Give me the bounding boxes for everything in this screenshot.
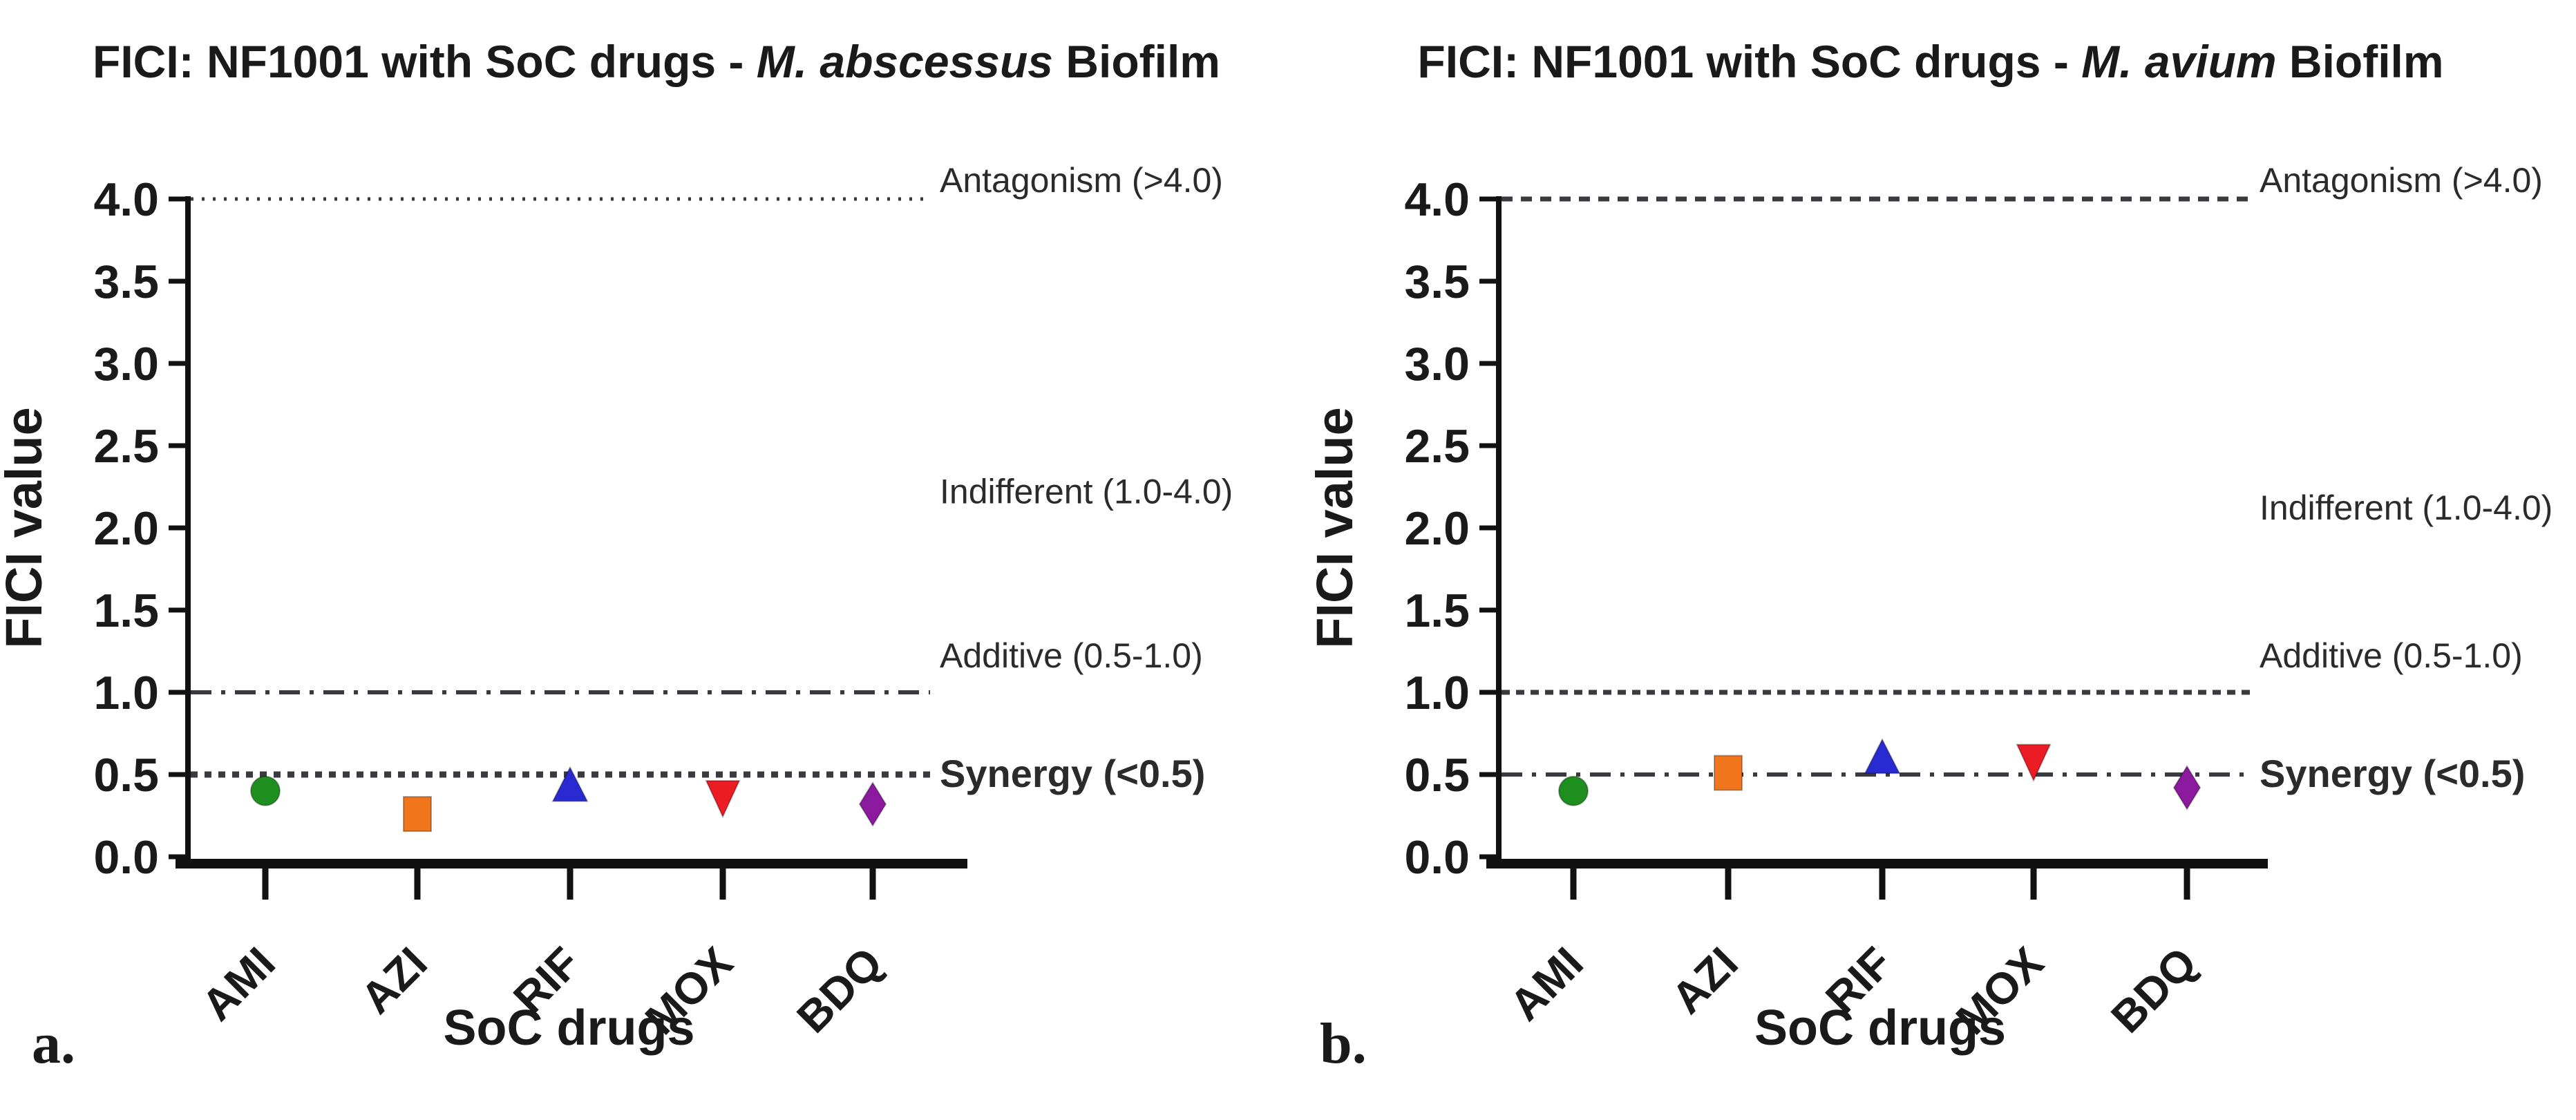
y-tick-label: 1.5 bbox=[93, 585, 159, 637]
y-tick-label: 0.0 bbox=[93, 831, 159, 884]
panel-letter: b. bbox=[1320, 1012, 1367, 1076]
reference-label-4: Antagonism (>4.0) bbox=[2260, 161, 2543, 200]
y-tick-label: 4.0 bbox=[1404, 173, 1470, 226]
data-point-RIF bbox=[1864, 737, 1901, 775]
data-point-AZI bbox=[403, 796, 432, 833]
annotation-indifferent: Indifferent (1.0-4.0) bbox=[2260, 488, 2553, 527]
y-tick-label: 0.5 bbox=[93, 749, 159, 801]
reference-label-1: Additive (0.5-1.0) bbox=[2260, 636, 2523, 675]
panel-chart-b: FICI: NF1001 with SoC drugs - M. avium B… bbox=[1288, 0, 2576, 1120]
panel-letter: a. bbox=[32, 1012, 75, 1076]
y-axis-title: FICI value bbox=[1306, 407, 1363, 649]
y-tick-label: 3.5 bbox=[93, 256, 159, 308]
panel-background bbox=[0, 0, 1288, 1120]
x-axis-title: SoC drugs bbox=[443, 1000, 694, 1056]
chart-title: FICI: NF1001 with SoC drugs - M. abscess… bbox=[93, 36, 1220, 87]
y-tick-label: 1.0 bbox=[93, 667, 159, 719]
y-tick-label: 2.0 bbox=[1404, 502, 1470, 555]
data-point-AMI bbox=[250, 775, 281, 806]
reference-label-4: Antagonism (>4.0) bbox=[940, 161, 1223, 200]
chart-title: FICI: NF1001 with SoC drugs - M. avium B… bbox=[1417, 36, 2443, 87]
panel-chart-a: FICI: NF1001 with SoC drugs - M. abscess… bbox=[0, 0, 1288, 1120]
annotation-indifferent: Indifferent (1.0-4.0) bbox=[940, 472, 1233, 511]
data-point-BDQ bbox=[2172, 765, 2201, 810]
y-tick-label: 3.0 bbox=[93, 338, 159, 390]
reference-label-1: Additive (0.5-1.0) bbox=[940, 636, 1203, 675]
y-tick-label: 2.5 bbox=[1404, 420, 1470, 473]
y-tick-label: 3.5 bbox=[1404, 256, 1470, 308]
panel-background bbox=[1288, 0, 2576, 1120]
y-axis-title: FICI value bbox=[0, 407, 53, 649]
y-tick-label: 1.0 bbox=[1404, 667, 1470, 719]
y-tick-label: 4.0 bbox=[93, 173, 159, 226]
panel-a: FICI: NF1001 with SoC drugs - M. abscess… bbox=[0, 0, 1288, 1120]
y-tick-label: 3.0 bbox=[1404, 338, 1470, 390]
y-tick-label: 0.0 bbox=[1404, 831, 1470, 884]
reference-label-0.5: Synergy (<0.5) bbox=[2260, 752, 2525, 795]
y-tick-label: 2.0 bbox=[93, 502, 159, 555]
y-tick-label: 0.5 bbox=[1404, 749, 1470, 801]
data-point-MOX bbox=[2016, 743, 2052, 782]
data-point-AZI bbox=[1714, 754, 1743, 791]
x-axis-title: SoC drugs bbox=[1754, 1000, 2006, 1056]
data-point-MOX bbox=[705, 779, 741, 819]
data-point-AMI bbox=[1558, 775, 1589, 806]
reference-label-0.5: Synergy (<0.5) bbox=[940, 752, 1205, 795]
data-point-RIF bbox=[551, 766, 589, 802]
y-tick-label: 2.5 bbox=[93, 420, 159, 473]
y-tick-label: 1.5 bbox=[1404, 585, 1470, 637]
data-point-BDQ bbox=[858, 781, 887, 827]
panel-b: FICI: NF1001 with SoC drugs - M. avium B… bbox=[1288, 0, 2576, 1120]
